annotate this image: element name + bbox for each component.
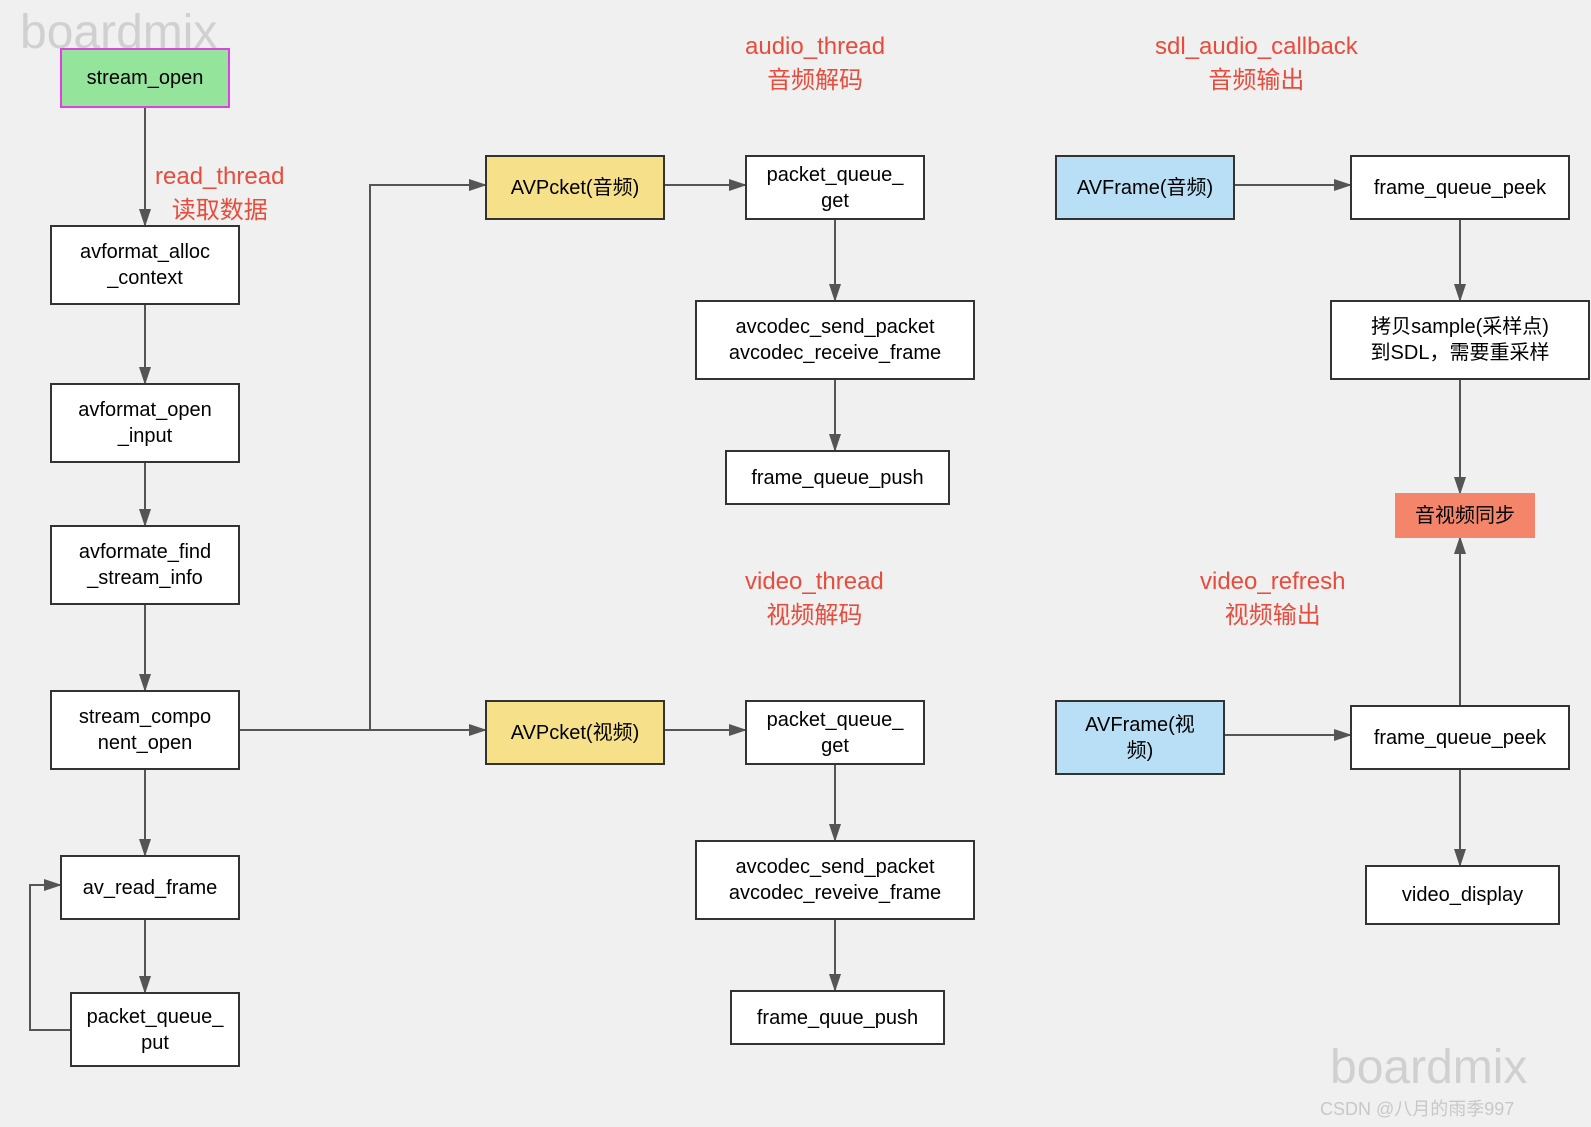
section-label-video_thread: video_thread 视频解码 — [745, 565, 884, 632]
node-pq_get_audio: packet_queue_ get — [745, 155, 925, 220]
node-avcodec_video: avcodec_send_packet avcodec_reveive_fram… — [695, 840, 975, 920]
node-avpacket_video: AVPcket(视频) — [485, 700, 665, 765]
edge-stream_component-avpacket_audio — [240, 185, 485, 730]
section-label-video_refresh: video_refresh 视频输出 — [1200, 565, 1345, 632]
node-copy_sample: 拷贝sample(采样点) 到SDL，需要重采样 — [1330, 300, 1590, 380]
node-av_read_frame: av_read_frame — [60, 855, 240, 920]
watermark-bottom: boardmix — [1330, 1040, 1527, 1095]
node-stream_open: stream_open — [60, 48, 230, 108]
node-stream_component: stream_compo nent_open — [50, 690, 240, 770]
node-avformate_find: avformate_find _stream_info — [50, 525, 240, 605]
csdn-watermark: CSDN @八月的雨季997 — [1320, 1095, 1514, 1121]
node-fq_push_audio: frame_queue_push — [725, 450, 950, 505]
node-avcodec_audio: avcodec_send_packet avcodec_receive_fram… — [695, 300, 975, 380]
node-fq_peek_audio: frame_queue_peek — [1350, 155, 1570, 220]
node-av_sync: 音视频同步 — [1395, 493, 1535, 538]
node-fq_peek_video: frame_queue_peek — [1350, 705, 1570, 770]
node-avframe_video: AVFrame(视 频) — [1055, 700, 1225, 775]
node-avformat_alloc: avformat_alloc _context — [50, 225, 240, 305]
node-fq_push_video: frame_quue_push — [730, 990, 945, 1045]
section-label-sdl_audio_callback: sdl_audio_callback 音频输出 — [1155, 30, 1358, 97]
node-video_display: video_display — [1365, 865, 1560, 925]
node-pq_get_video: packet_queue_ get — [745, 700, 925, 765]
node-packet_queue_put: packet_queue_ put — [70, 992, 240, 1067]
section-label-read_thread: read_thread 读取数据 — [155, 160, 284, 227]
node-avformat_open: avformat_open _input — [50, 383, 240, 463]
node-avpacket_audio: AVPcket(音频) — [485, 155, 665, 220]
node-avframe_audio: AVFrame(音频) — [1055, 155, 1235, 220]
section-label-audio_thread: audio_thread 音频解码 — [745, 30, 885, 97]
